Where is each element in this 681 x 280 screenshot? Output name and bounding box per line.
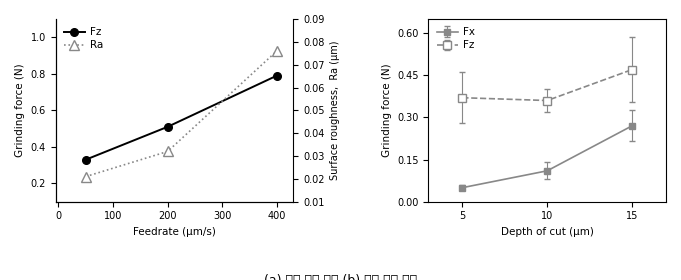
- Line: Fz: Fz: [82, 72, 281, 164]
- Ra: [82, 175, 90, 178]
- X-axis label: Feedrate (μm/s): Feedrate (μm/s): [133, 227, 216, 237]
- Fz: [82, 158, 90, 161]
- Ra: [163, 150, 172, 153]
- Y-axis label: Grinding force (N): Grinding force (N): [381, 64, 392, 157]
- X-axis label: Depth of cut (μm): Depth of cut (μm): [501, 227, 594, 237]
- Fz: [163, 125, 172, 129]
- Fz: [273, 74, 281, 77]
- Ra: [273, 49, 281, 53]
- Legend: Fx, Fz: Fx, Fz: [434, 24, 478, 53]
- Line: Ra: Ra: [81, 46, 281, 181]
- Y-axis label: Grinding force (N): Grinding force (N): [15, 64, 25, 157]
- Legend: Fz, Ra: Fz, Ra: [61, 24, 106, 53]
- Y-axis label: Surface roughness,  Ra (μm): Surface roughness, Ra (μm): [330, 41, 340, 180]
- Text: (a) 가공 속도 변화 (b) 가공 깊이 변화: (a) 가공 속도 변화 (b) 가공 깊이 변화: [264, 274, 417, 280]
